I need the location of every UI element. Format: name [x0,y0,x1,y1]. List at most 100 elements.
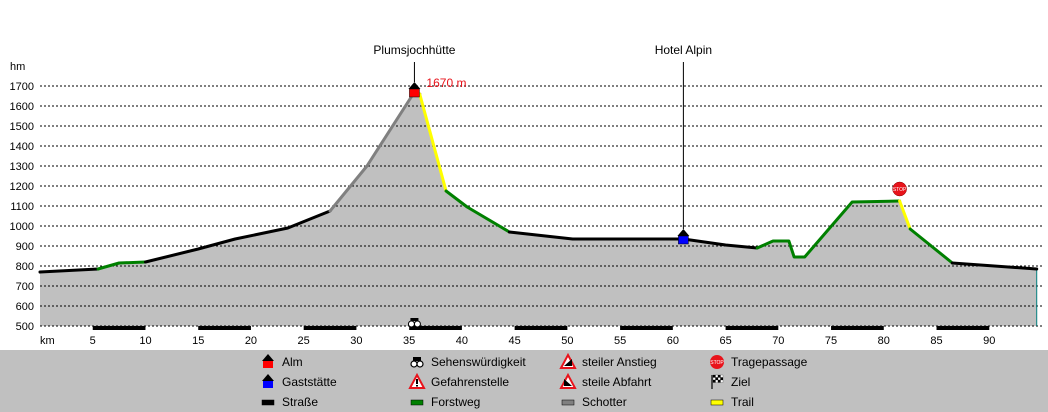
legend-swatch [561,399,575,406]
x-tick-label: 50 [561,335,573,347]
legend-flag-cell [720,379,724,383]
distance-scale-block [92,326,146,330]
route-segment-forest [908,227,954,265]
legend-stop-text: STOP [710,360,724,366]
y-tick-label: 1700 [10,81,34,93]
route-segment-street [143,209,332,264]
legend-slope [564,379,572,386]
steep-ascent-icon [559,352,577,369]
poi-roof [408,82,421,89]
legend-exclaim [416,379,418,384]
legend-stop-disc [710,355,724,369]
y-tick-label: 1500 [10,121,34,133]
alm-icon [409,88,420,98]
legend-flag-cell [712,374,716,378]
legend-label: Gefahrenstelle [431,375,509,389]
distance-scale-block [936,326,990,330]
legend-flag-cell [717,379,721,383]
distance-scale-block [831,326,884,330]
y-tick-label: 500 [16,321,34,333]
y-tick-label: 1300 [10,161,34,173]
poi-label: Hotel Alpin [655,43,712,57]
legend-swatch [410,399,424,406]
legend-bridge [413,357,421,361]
route-segment-forest [755,199,902,259]
legend-label: Straße [282,395,318,409]
distance-scale-block [198,326,251,330]
x-tick-label: 25 [298,335,310,347]
y-tick-label: 1400 [10,141,34,153]
alm-icon [262,354,274,368]
distance-scale-block [620,326,673,330]
x-tick-label: 5 [90,335,96,347]
x-tick-label: 60 [667,335,679,347]
y-tick-label: 1000 [10,221,34,233]
legend-label: Ziel [731,375,750,389]
legend-flag-cell [715,374,719,378]
x-tick-label: 55 [614,335,626,347]
stop-icon-text: STOP [893,187,907,193]
legend-label: Sehenswürdigkeit [431,355,526,369]
legend-lens [416,360,424,368]
x-tick-label: 90 [983,335,995,347]
distance-scale-block [725,326,779,330]
route-segment-forest [96,260,147,271]
stop-icon: STOP [710,355,724,369]
legend-label: steiler Anstieg [582,355,657,369]
route-segment-forest [444,189,511,234]
legend-flag-cell [720,374,724,378]
legend-label: Alm [282,355,303,369]
gaststaette-icon [262,374,274,388]
legend-lens [410,360,418,368]
poi-roof [677,229,690,236]
y-tick-label: 800 [16,261,34,273]
legend-flag-cell [712,379,716,383]
legend-label: Tragepassage [731,355,808,369]
y-tick-label: 1200 [10,181,34,193]
legend-flag-cell [717,377,721,381]
binoculars-lens [407,320,415,328]
gravel-swatch [561,399,575,406]
x-tick-label: 65 [719,335,731,347]
y-tick-label: 600 [16,301,34,313]
route-segment-trail [898,199,912,231]
x-axis-label: km [40,335,55,347]
forest-swatch [410,399,424,406]
legend-house [263,381,273,388]
legend-exclaim-dot [416,385,418,387]
legend-label: Schotter [582,395,627,409]
distance-scale-block [303,326,357,330]
x-tick-label: 80 [878,335,890,347]
distance-scale-block [409,326,462,330]
route-segment-street [38,267,100,274]
legend-flag-cell [715,379,719,383]
x-tick-label: 35 [403,335,415,347]
legend-label: Trail [731,395,754,409]
binoculars-lens [413,320,421,328]
legend-swatch [710,399,724,406]
legend-label: steile Abfahrt [582,375,652,389]
distance-scale-block [514,326,568,330]
x-tick-label: 40 [456,335,468,347]
x-tick-label: 75 [825,335,837,347]
legend-background [0,350,1048,412]
x-tick-label: 85 [930,335,942,347]
warning-icon [408,372,426,389]
trail-swatch [710,399,724,406]
steep-descent-icon [559,372,577,389]
legend-flag-cell [720,377,724,381]
legend-flag-cell [715,377,719,381]
legend-slope [564,359,572,366]
stop-icon [892,181,907,197]
legend-house [263,361,273,368]
x-tick-label: 45 [509,335,521,347]
x-tick-label: 20 [245,335,257,347]
binoculars-bridge [410,318,419,321]
y-tick-label: 1100 [10,201,34,213]
legend-roof [262,354,274,361]
street-swatch [261,399,275,406]
route-segment-street [950,261,1039,271]
finish-flag-icon [711,374,724,389]
legend-flag-cell [712,377,716,381]
